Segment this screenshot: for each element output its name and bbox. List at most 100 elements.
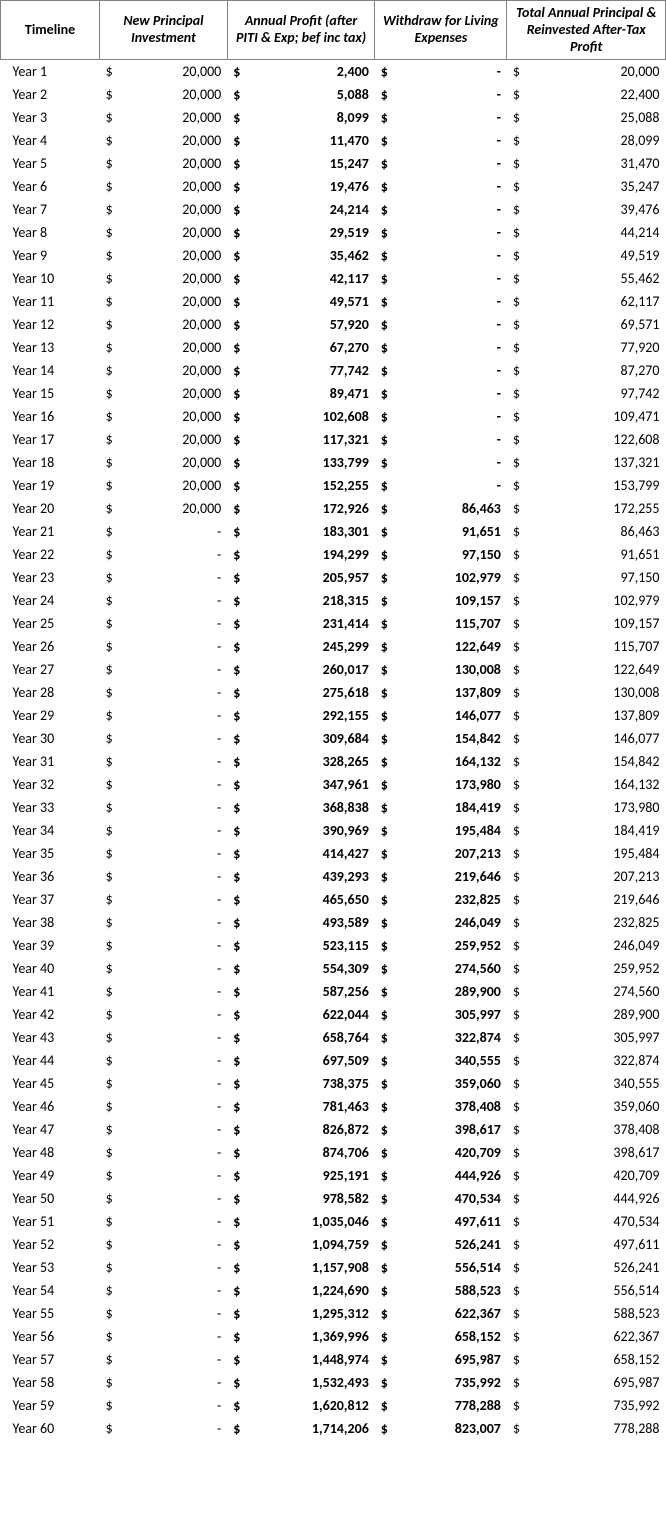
cell-profit: 205,957 — [254, 566, 375, 589]
currency-symbol: $ — [507, 1003, 533, 1026]
cell-principal: 20,000 — [126, 359, 227, 382]
currency-symbol: $ — [375, 221, 401, 244]
currency-symbol: $ — [100, 773, 126, 796]
currency-symbol: $ — [375, 1141, 401, 1164]
cell-principal: - — [126, 934, 227, 957]
currency-symbol: $ — [375, 1026, 401, 1049]
currency-symbol: $ — [375, 1164, 401, 1187]
cell-timeline: Year 37 — [1, 888, 100, 911]
cell-total: 39,476 — [533, 198, 665, 221]
cell-total: 556,514 — [533, 1279, 665, 1302]
currency-symbol: $ — [227, 1417, 253, 1440]
currency-symbol: $ — [100, 589, 126, 612]
currency-symbol: $ — [375, 543, 401, 566]
currency-symbol: $ — [100, 244, 126, 267]
cell-timeline: Year 30 — [1, 727, 100, 750]
currency-symbol: $ — [507, 313, 533, 336]
currency-symbol: $ — [100, 819, 126, 842]
table-row: Year 12$20,000$57,920$-$69,571 — [1, 313, 666, 336]
cell-timeline: Year 29 — [1, 704, 100, 727]
currency-symbol: $ — [227, 911, 253, 934]
cell-timeline: Year 53 — [1, 1256, 100, 1279]
cell-profit: 260,017 — [254, 658, 375, 681]
cell-principal: 20,000 — [126, 83, 227, 106]
currency-symbol: $ — [375, 129, 401, 152]
cell-timeline: Year 10 — [1, 267, 100, 290]
cell-principal: - — [126, 1187, 227, 1210]
currency-symbol: $ — [507, 382, 533, 405]
cell-timeline: Year 23 — [1, 566, 100, 589]
currency-symbol: $ — [100, 1256, 126, 1279]
cell-total: 195,484 — [533, 842, 665, 865]
currency-symbol: $ — [227, 497, 253, 520]
cell-withdraw: 526,241 — [401, 1233, 507, 1256]
currency-symbol: $ — [375, 290, 401, 313]
cell-profit: 439,293 — [254, 865, 375, 888]
cell-timeline: Year 36 — [1, 865, 100, 888]
cell-timeline: Year 48 — [1, 1141, 100, 1164]
cell-withdraw: - — [401, 129, 507, 152]
currency-symbol: $ — [227, 819, 253, 842]
cell-total: 122,649 — [533, 658, 665, 681]
cell-profit: 738,375 — [254, 1072, 375, 1095]
cell-withdraw: 219,646 — [401, 865, 507, 888]
currency-symbol: $ — [100, 1049, 126, 1072]
cell-profit: 328,265 — [254, 750, 375, 773]
currency-symbol: $ — [507, 336, 533, 359]
currency-symbol: $ — [375, 911, 401, 934]
cell-timeline: Year 7 — [1, 198, 100, 221]
table-row: Year 17$20,000$117,321$-$122,608 — [1, 428, 666, 451]
cell-principal: 20,000 — [126, 267, 227, 290]
cell-withdraw: 259,952 — [401, 934, 507, 957]
table-row: Year 37$-$465,650$232,825$219,646 — [1, 888, 666, 911]
cell-total: 49,519 — [533, 244, 665, 267]
cell-withdraw: 164,132 — [401, 750, 507, 773]
currency-symbol: $ — [227, 106, 253, 129]
cell-total: 44,214 — [533, 221, 665, 244]
cell-total: 359,060 — [533, 1095, 665, 1118]
currency-symbol: $ — [227, 1256, 253, 1279]
currency-symbol: $ — [507, 290, 533, 313]
currency-symbol: $ — [100, 796, 126, 819]
cell-total: 122,608 — [533, 428, 665, 451]
currency-symbol: $ — [100, 957, 126, 980]
currency-symbol: $ — [507, 750, 533, 773]
currency-symbol: $ — [507, 888, 533, 911]
cell-profit: 309,684 — [254, 727, 375, 750]
cell-principal: - — [126, 681, 227, 704]
cell-principal: - — [126, 658, 227, 681]
cell-total: 232,825 — [533, 911, 665, 934]
cell-timeline: Year 38 — [1, 911, 100, 934]
cell-profit: 133,799 — [254, 451, 375, 474]
currency-symbol: $ — [227, 1279, 253, 1302]
currency-symbol: $ — [507, 175, 533, 198]
currency-symbol: $ — [100, 60, 126, 84]
cell-total: 146,077 — [533, 727, 665, 750]
table-row: Year 36$-$439,293$219,646$207,213 — [1, 865, 666, 888]
cell-principal: - — [126, 1302, 227, 1325]
cell-total: 20,000 — [533, 60, 665, 84]
cell-timeline: Year 14 — [1, 359, 100, 382]
cell-profit: 1,094,759 — [254, 1233, 375, 1256]
cell-withdraw: - — [401, 221, 507, 244]
cell-total: 77,920 — [533, 336, 665, 359]
currency-symbol: $ — [507, 612, 533, 635]
cell-total: 444,926 — [533, 1187, 665, 1210]
currency-symbol: $ — [100, 842, 126, 865]
currency-symbol: $ — [375, 865, 401, 888]
currency-symbol: $ — [375, 1072, 401, 1095]
cell-withdraw: 173,980 — [401, 773, 507, 796]
cell-profit: 19,476 — [254, 175, 375, 198]
cell-total: 28,099 — [533, 129, 665, 152]
currency-symbol: $ — [507, 1348, 533, 1371]
cell-timeline: Year 35 — [1, 842, 100, 865]
currency-symbol: $ — [507, 1417, 533, 1440]
currency-symbol: $ — [100, 865, 126, 888]
cell-principal: 20,000 — [126, 336, 227, 359]
cell-total: 420,709 — [533, 1164, 665, 1187]
cell-timeline: Year 2 — [1, 83, 100, 106]
cell-profit: 781,463 — [254, 1095, 375, 1118]
currency-symbol: $ — [100, 566, 126, 589]
currency-symbol: $ — [227, 865, 253, 888]
cell-profit: 24,214 — [254, 198, 375, 221]
